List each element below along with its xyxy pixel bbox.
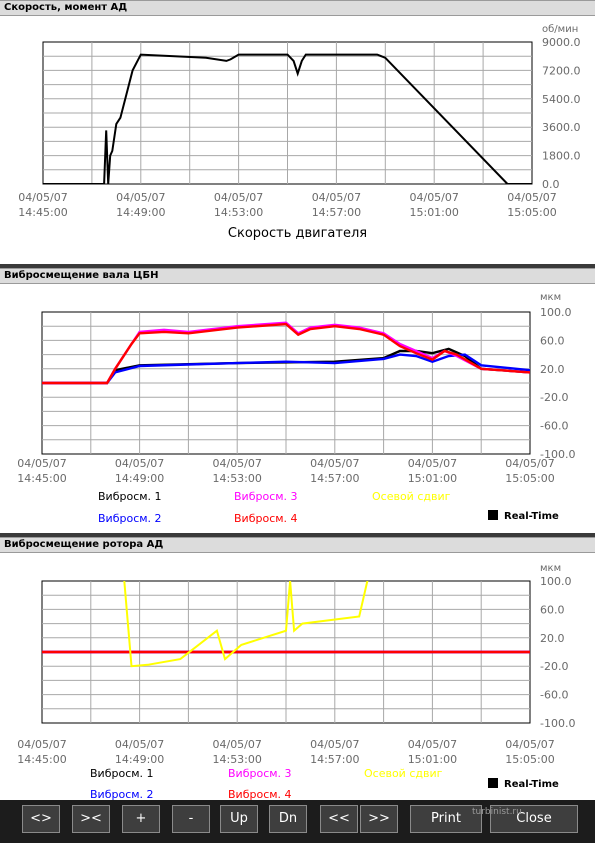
x-tick-date: 04/05/07 — [214, 191, 263, 204]
chart-title: Скорость двигателя — [228, 226, 367, 241]
x-tick-date: 04/05/07 — [18, 191, 67, 204]
print-button[interactable]: Print — [410, 805, 482, 833]
fit-button[interactable]: <> — [22, 805, 60, 833]
watermark: turbinist.ru — [472, 807, 522, 817]
legend-item-vib2: Вибросм. 2 — [98, 512, 162, 525]
y-tick-label: 100.0 — [540, 575, 572, 588]
x-tick-time: 14:49:00 — [115, 753, 164, 766]
speed-chart: 9000.0 7200.0 5400.0 3600.0 1800.0 0.0 об/мин 0… — [18, 24, 581, 241]
x-tick-date: 04/05/07 — [312, 191, 361, 204]
x-tick-time: 14:45:00 — [17, 472, 66, 485]
zoom-in-button[interactable]: + — [122, 805, 160, 833]
down-button[interactable]: Dn — [269, 805, 307, 833]
scroll-back-button[interactable]: << — [320, 805, 358, 833]
x-tick-date: 04/05/07 — [212, 738, 261, 751]
motor-rotor-panel-title: Вибросмещение ротора АД — [0, 537, 595, 553]
y-tick-label: -20.0 — [540, 391, 568, 404]
y-unit-label: мкм — [540, 563, 561, 574]
x-tick-time: 14:53:00 — [212, 472, 261, 485]
x-tick-date: 04/05/07 — [310, 457, 359, 470]
y-tick-label: -60.0 — [540, 420, 568, 433]
x-tick-time: 15:01:00 — [409, 206, 458, 219]
y-tick-label: 1800.0 — [542, 150, 581, 163]
y-tick-label: 9000.0 — [542, 36, 581, 49]
x-tick-time: 15:01:00 — [408, 753, 457, 766]
y-tick-label: 3600.0 — [542, 121, 581, 134]
x-tick-date: 04/05/07 — [408, 457, 457, 470]
series-line — [43, 53, 532, 184]
y-tick-label: -20.0 — [540, 660, 568, 673]
panel-separator — [0, 533, 595, 537]
y-tick-label: 100.0 — [540, 306, 572, 319]
y-tick-label: 60.0 — [540, 334, 565, 347]
y-tick-label: 20.0 — [540, 632, 565, 645]
x-tick-time: 14:49:00 — [116, 206, 165, 219]
x-tick-date: 04/05/07 — [17, 738, 66, 751]
y-tick-label: -100.0 — [540, 717, 575, 730]
x-tick-time: 14:53:00 — [214, 206, 263, 219]
x-tick-date: 04/05/07 — [17, 457, 66, 470]
x-tick-time: 14:57:00 — [312, 206, 361, 219]
pump-shaft-chart: 100.0 60.0 20.0 -20.0 -60.0 -100.0 мкм 04/05/07… — [17, 292, 575, 485]
legend-item-axial: Осевой сдвиг — [364, 767, 443, 780]
y-tick-label: 20.0 — [540, 363, 565, 376]
x-tick-date: 04/05/07 — [409, 191, 458, 204]
y-tick-label: 60.0 — [540, 603, 565, 616]
legend-item-vib3: Вибросм. 3 — [228, 767, 292, 780]
realtime-square-icon — [488, 510, 498, 520]
series-line-Осевой-сдвиг — [123, 581, 369, 668]
y-tick-label: 7200.0 — [542, 64, 581, 77]
legend-item-vib4: Вибросм. 4 — [228, 788, 292, 801]
y-unit-label: об/мин — [542, 24, 578, 35]
x-tick-date: 04/05/07 — [408, 738, 457, 751]
y-unit-label: мкм — [540, 292, 561, 303]
motor-rotor-panel: Вибросмещение ротора АД 100.0 60.0 20.0 -20… — [0, 537, 595, 801]
zoom-out-button[interactable]: - — [172, 805, 210, 833]
y-tick-label: -100.0 — [540, 448, 575, 461]
close-button[interactable]: Close — [490, 805, 578, 833]
x-tick-time: 15:05:00 — [507, 206, 556, 219]
scroll-forward-button[interactable]: >> — [360, 805, 398, 833]
up-button[interactable]: Up — [220, 805, 258, 833]
y-tick-label: 0.0 — [542, 178, 560, 191]
x-tick-time: 14:45:00 — [17, 753, 66, 766]
x-tick-time: 14:53:00 — [212, 753, 261, 766]
panel-separator — [0, 264, 595, 268]
pump-shaft-panel: Вибросмещение вала ЦБН 100.0 60.0 20.0 -20.… — [0, 268, 595, 533]
legend-item-vib3: Вибросм. 3 — [234, 490, 298, 503]
x-tick-time: 15:05:00 — [505, 753, 554, 766]
x-tick-date: 04/05/07 — [310, 738, 359, 751]
legend-item-vib4: Вибросм. 4 — [234, 512, 298, 525]
x-tick-date: 04/05/07 — [507, 191, 556, 204]
legend-item-vib1: Вибросм. 1 — [98, 490, 162, 503]
legend-item-vib1: Вибросм. 1 — [90, 767, 154, 780]
x-tick-date: 04/05/07 — [115, 457, 164, 470]
realtime-square-icon — [488, 778, 498, 788]
x-tick-time: 15:01:00 — [408, 472, 457, 485]
x-tick-time: 14:57:00 — [310, 753, 359, 766]
x-tick-time: 14:57:00 — [310, 472, 359, 485]
x-tick-time: 14:45:00 — [18, 206, 67, 219]
contract-button[interactable]: >< — [72, 805, 110, 833]
pump-shaft-panel-title: Вибросмещение вала ЦБН — [0, 268, 595, 284]
y-tick-label: -60.0 — [540, 689, 568, 702]
x-tick-date: 04/05/07 — [116, 191, 165, 204]
x-tick-date: 04/05/07 — [115, 738, 164, 751]
x-tick-time: 14:49:00 — [115, 472, 164, 485]
legend-item-axial: Осевой сдвиг — [372, 490, 451, 503]
realtime-label: Real-Time — [504, 511, 559, 522]
x-tick-date: 04/05/07 — [212, 457, 261, 470]
x-tick-date: 04/05/07 — [505, 457, 554, 470]
y-tick-label: 5400.0 — [542, 93, 581, 106]
motor-rotor-chart: 100.0 60.0 20.0 -20.0 -60.0 -100.0 мкм 04/05/07… — [17, 563, 575, 766]
x-tick-date: 04/05/07 — [505, 738, 554, 751]
speed-panel: Скорость, момент АД 9000.0 7200.0 5400.0 36… — [0, 0, 595, 264]
realtime-indicator[interactable]: Real-Time — [488, 510, 559, 522]
speed-panel-title: Скорость, момент АД — [0, 0, 595, 16]
legend-item-vib2: Вибросм. 2 — [90, 788, 154, 801]
realtime-indicator[interactable]: Real-Time — [488, 778, 559, 790]
realtime-label: Real-Time — [504, 779, 559, 790]
x-tick-time: 15:05:00 — [505, 472, 554, 485]
